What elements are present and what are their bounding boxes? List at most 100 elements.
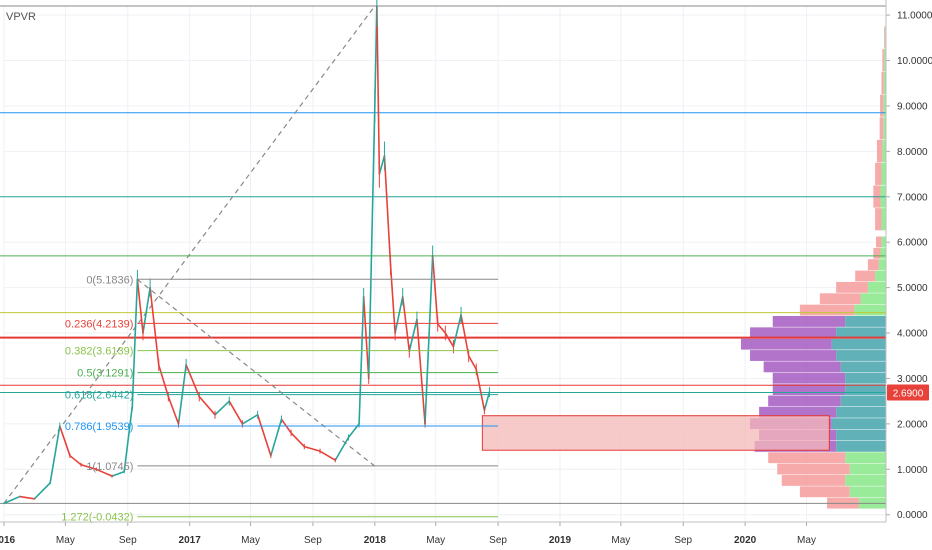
price-segment [18, 495, 36, 500]
x-tick-label: May [241, 535, 260, 546]
price-segment [270, 418, 283, 457]
y-tick-label: 11.0000 [897, 11, 932, 22]
price-segment [33, 482, 51, 500]
vp-bar-up [878, 259, 886, 271]
indicator-label: VPVR [6, 11, 36, 23]
vp-bar-up [881, 162, 886, 185]
y-tick-label: 8.0000 [897, 147, 928, 158]
y-tick-label: 10.0000 [897, 56, 932, 67]
x-tick-label: Sep [674, 535, 692, 546]
price-segment [319, 450, 337, 462]
vp-bar-down [875, 162, 882, 185]
vp-bar-up [854, 304, 886, 316]
x-tick-label: 2017 [179, 535, 202, 546]
vp-bar-up [875, 270, 886, 282]
price-segment [334, 436, 350, 462]
y-tick-label: 9.0000 [897, 101, 928, 112]
fib-level-label: 0.786(1.9539) [65, 421, 134, 433]
vp-bar-up [883, 117, 886, 140]
price-segment [142, 286, 151, 334]
price-segment [431, 255, 439, 325]
vp-bar-down [799, 304, 855, 316]
price-segment [394, 295, 404, 334]
zone-layer [481, 415, 830, 451]
vp-bar-down [855, 270, 876, 282]
vp-bar-up [845, 384, 886, 395]
fib-level-label: 1.272(-0.0432) [61, 512, 133, 524]
x-tick-label: 2020 [734, 535, 757, 546]
vp-bar-down [799, 486, 850, 498]
vp-bar-up [883, 94, 886, 117]
price-segment [416, 318, 426, 425]
fib-level-label: 0.236(4.2139) [65, 318, 134, 330]
price-segment [80, 463, 98, 471]
price-segment [436, 323, 447, 334]
vp-bar-down [741, 338, 832, 350]
fib-level-label: 0(5.1836) [86, 274, 133, 286]
vp-bar-down [750, 350, 837, 361]
price-segment [157, 364, 170, 398]
vp-bar-down [881, 71, 884, 95]
zone-rectangle [481, 415, 830, 451]
y-tick-label: 6.0000 [897, 238, 928, 249]
price-segment [228, 400, 244, 425]
fib-labels: 0(5.1836) 0.236(4.2139) 0.382(3.6139) 0.5(3… [61, 274, 499, 524]
price-segment [69, 454, 82, 466]
vp-bar-up [845, 372, 886, 384]
vp-bar-up [836, 350, 886, 361]
x-tick-label: May [797, 535, 816, 546]
vp-bar-down [772, 384, 846, 395]
vp-bar-down [759, 406, 837, 418]
price-segment [290, 432, 306, 448]
vp-bar-up [836, 406, 886, 418]
vp-bar-down [867, 259, 879, 271]
price-segment [149, 286, 160, 366]
vp-bar-up [882, 139, 886, 163]
fib-level-label: 0.618(2.6442) [65, 390, 134, 402]
trend-line [3, 5, 376, 504]
vp-bar-down [884, 26, 886, 49]
price-segment [389, 264, 396, 334]
price-segment [376, 5, 381, 175]
vp-bar-up [836, 429, 886, 441]
vp-bar-down [763, 361, 841, 373]
vp-bar-down [777, 463, 850, 475]
price-segment [358, 295, 365, 425]
price-segment [362, 295, 370, 380]
x-tick-label: Sep [304, 535, 322, 546]
price-segment [136, 278, 144, 334]
x-tick-label: 2016 [0, 535, 16, 546]
x-tick-label: Sep [119, 535, 137, 546]
horizontal-lines [0, 5, 886, 504]
vp-bar-down [882, 49, 885, 72]
vp-bar-up [845, 316, 886, 327]
price-segment [49, 425, 61, 484]
vp-bar-up [849, 463, 886, 475]
vp-bar-up [860, 293, 886, 305]
vp-bar-down [876, 139, 883, 163]
vp-bar-down [772, 372, 846, 384]
price-segment [467, 354, 478, 371]
y-tick-label: 4.0000 [897, 329, 928, 340]
vp-bar-up [881, 236, 886, 248]
vp-bar-up [880, 247, 886, 259]
fib-level-label: 1(1.0745) [86, 461, 133, 473]
vp-bar-up [840, 395, 886, 407]
price-segment [111, 470, 126, 477]
vp-bar-up [836, 440, 886, 452]
x-tick-label: May [611, 535, 630, 546]
vp-bar-up [836, 327, 886, 339]
price-segment [58, 425, 71, 457]
x-tick-label: 2019 [549, 535, 572, 546]
y-tick-label: 3.0000 [897, 374, 928, 385]
vp-bar-down [879, 117, 884, 140]
price-segment [214, 400, 231, 416]
price-segment [383, 155, 392, 266]
vp-bar-down [781, 474, 846, 486]
price-segment [185, 364, 201, 398]
trend-lines [3, 5, 376, 504]
price-segment [123, 404, 134, 473]
fib-level-label: 0.382(3.6139) [65, 346, 134, 358]
y-tick-label: 7.0000 [897, 192, 928, 203]
